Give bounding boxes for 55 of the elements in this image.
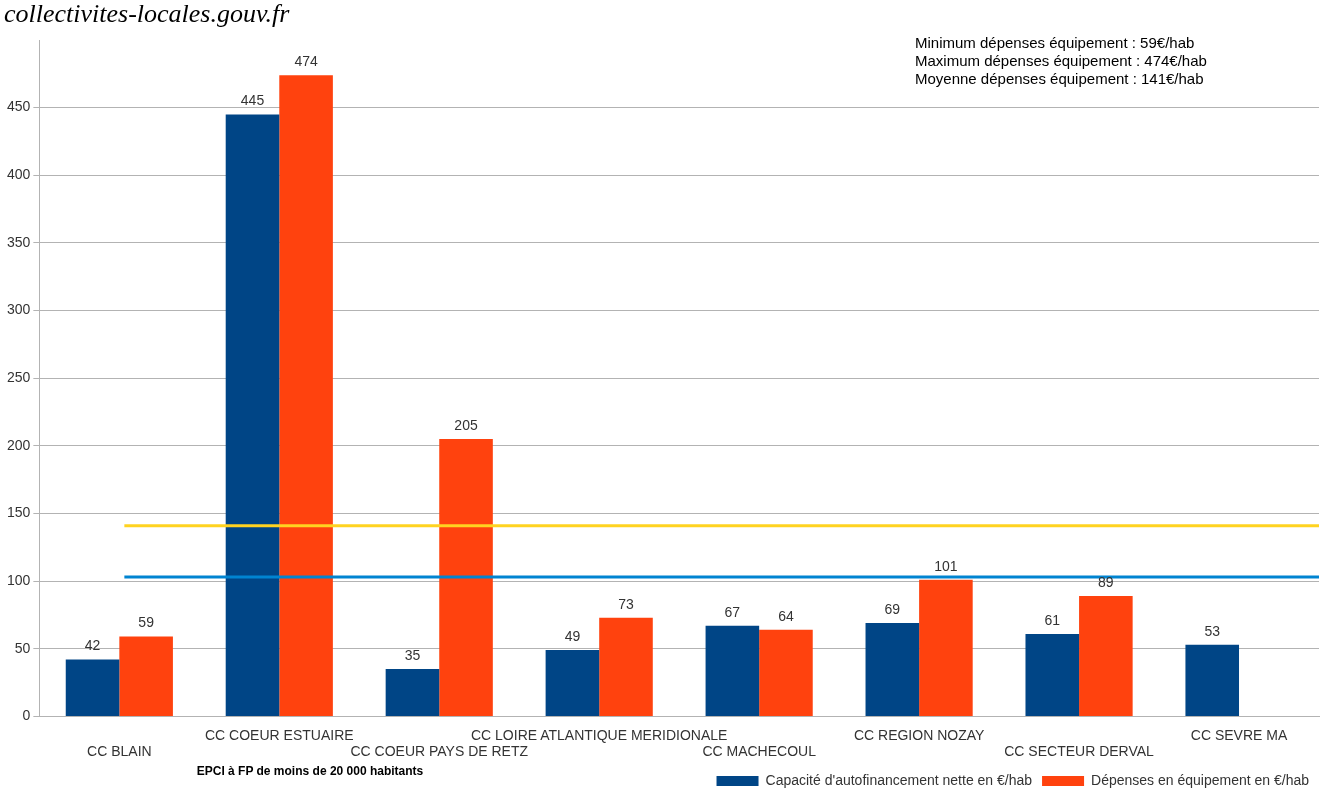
x-tick-label: CC COEUR ESTUAIRE (205, 726, 354, 743)
data-label: 53 (1204, 622, 1221, 639)
bar (759, 629, 813, 716)
bar (919, 579, 973, 716)
data-label: 89 (1098, 573, 1114, 590)
data-label: 69 (884, 600, 901, 617)
bar (119, 636, 173, 716)
y-tick-label: 100 (7, 571, 31, 588)
x-tick-label: CC SEVRE MA (1190, 726, 1288, 743)
data-label: 445 (240, 92, 265, 109)
text: collectivites-locales.gouv.fr (4, 0, 291, 28)
data-label: 42 (84, 637, 101, 654)
y-tick-label: 450 (7, 98, 31, 115)
y-tick-label: 0 (22, 707, 31, 724)
x-tick-label: CC BLAIN (87, 743, 152, 760)
data-label: 64 (778, 607, 794, 624)
annotation: Maximum dépenses équipement : 474€/hab (915, 51, 1207, 69)
y-tick-label: 400 (7, 166, 31, 183)
data-label: 49 (564, 627, 581, 644)
bar (1185, 644, 1240, 716)
bar (599, 617, 653, 716)
y-tick-label: 150 (7, 504, 31, 521)
bar (279, 75, 333, 716)
data-label: 35 (404, 646, 421, 663)
data-label: 474 (294, 53, 318, 70)
bar (385, 669, 440, 716)
legend-label: Capacité d'autofinancement nette en €/hab (765, 771, 1033, 788)
data-label: 101 (934, 557, 958, 574)
legend-label: Dépenses en équipement en €/hab (1091, 771, 1310, 788)
y-tick-label: 200 (7, 436, 31, 453)
bar (865, 623, 920, 716)
data-label: 205 (454, 416, 478, 433)
bar (705, 625, 760, 716)
data-label: 67 (724, 603, 741, 620)
x-tick-label: CC LOIRE ATLANTIQUE MERIDIONALE (470, 726, 728, 743)
bar (439, 439, 493, 716)
annotation: Moyenne dépenses équipement : 141€/hab (915, 69, 1204, 87)
y-tick-label: 350 (7, 233, 31, 250)
bar (65, 659, 120, 716)
bar (225, 114, 280, 716)
data-label: 61 (1044, 611, 1061, 628)
y-tick-label: 250 (7, 369, 31, 386)
bar (545, 650, 600, 716)
x-tick-label: CC REGION NOZAY (853, 726, 985, 743)
y-tick-label: 300 (7, 301, 31, 318)
y-tick-label: 50 (14, 639, 31, 656)
data-label: 59 (138, 614, 155, 631)
bar (1079, 596, 1133, 716)
bar (1025, 633, 1080, 716)
data-label: 73 (618, 595, 634, 612)
x-tick-label: CC COEUR PAYS DE RETZ (350, 743, 529, 760)
x-tick-label: CC SECTEUR DERVAL (1004, 743, 1155, 760)
annotation: Minimum dépenses équipement : 59€/hab (915, 33, 1195, 51)
x-tick-label: CC MACHECOUL (702, 743, 817, 760)
x-axis-title: EPCI à FP de moins de 20 000 habitants (196, 764, 424, 779)
